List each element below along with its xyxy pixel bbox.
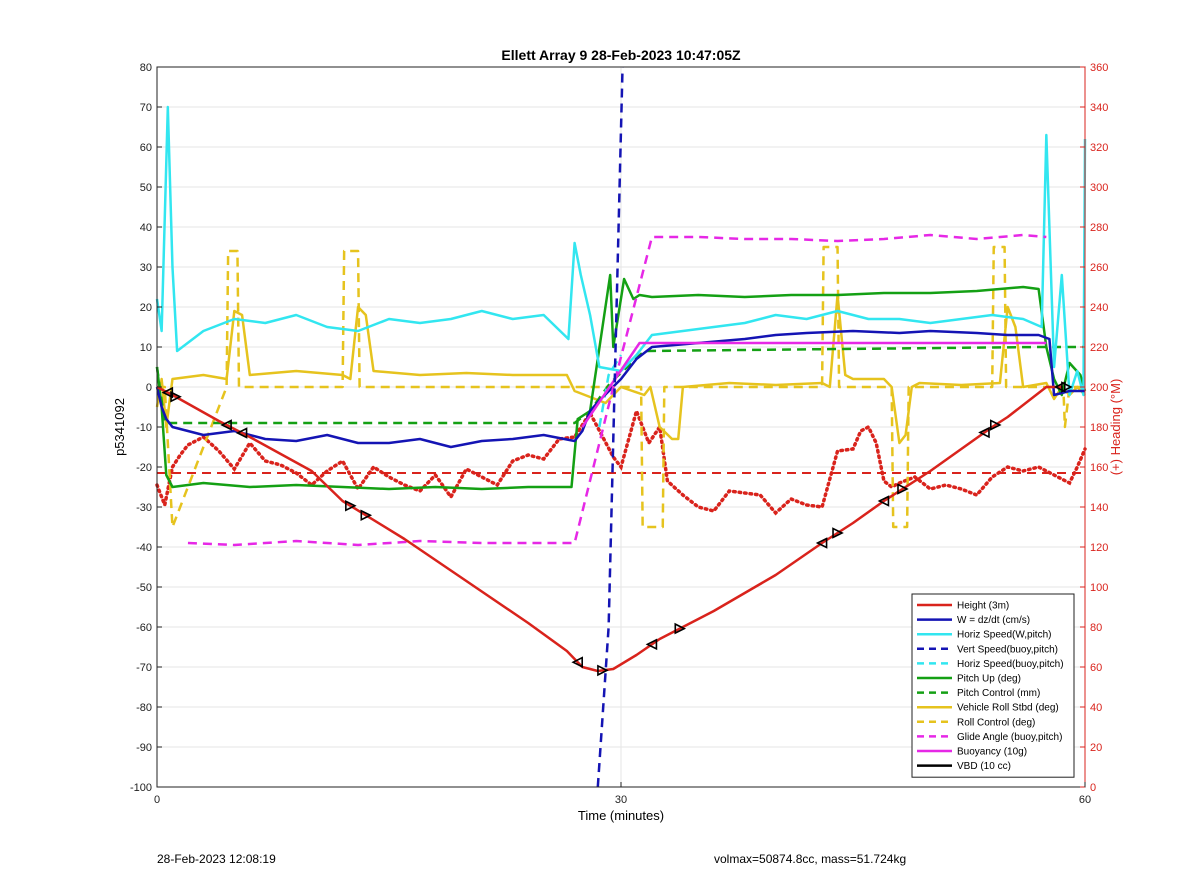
y-right-tick-label: 340 xyxy=(1090,102,1108,114)
series-height-3m xyxy=(156,385,1062,673)
series-vert-speed-buoy-pitch xyxy=(596,66,624,788)
y-right-tick-label: 260 xyxy=(1090,262,1108,274)
legend-label: Vert Speed(buoy,pitch) xyxy=(957,644,1058,655)
legend-label: Buoyancy (10g) xyxy=(957,747,1027,758)
height-marker xyxy=(235,427,248,439)
legend-label: Pitch Control (mm) xyxy=(957,688,1040,699)
y-right-tick-label: 140 xyxy=(1090,502,1108,514)
y-right-tick-label: 200 xyxy=(1090,382,1108,394)
y-left-tick-label: 10 xyxy=(140,342,152,354)
legend-box xyxy=(911,593,1075,778)
y-right-tick-label: 40 xyxy=(1090,702,1102,714)
legend-label: Roll Control (deg) xyxy=(957,717,1035,728)
series-horiz-speed-buoy-pitch xyxy=(598,354,623,428)
y-left-tick-label: -10 xyxy=(136,422,152,434)
y-left-tick-label: -20 xyxy=(136,462,152,474)
height-marker xyxy=(170,390,182,403)
y-left-tick-label: 30 xyxy=(140,262,152,274)
height-marker xyxy=(877,495,890,507)
y-left-tick-label: -70 xyxy=(136,662,152,674)
y-right-tick-label: 320 xyxy=(1090,142,1108,154)
y-left-tick-label: -30 xyxy=(136,502,152,514)
height-marker xyxy=(360,509,373,522)
x-tick-label: 0 xyxy=(154,794,160,806)
series-buoyancy-10g xyxy=(581,341,1047,428)
height-marker xyxy=(989,419,1002,431)
y-left-tick-label: 60 xyxy=(140,142,152,154)
series-pitch-up-deg xyxy=(155,273,1087,491)
y-left-tick-label: -100 xyxy=(130,782,152,794)
legend-label: Horiz Speed(W,pitch) xyxy=(957,630,1051,641)
y-right-tick-label: 60 xyxy=(1090,662,1102,674)
axes-layer: -100-90-80-70-60-50-40-30-20-10010203040… xyxy=(130,62,1108,806)
height-marker xyxy=(897,483,909,495)
y-left-tick-label: -50 xyxy=(136,582,152,594)
series-w-dz-dt-cm-s xyxy=(155,329,1085,449)
legend-label: W = dz/dt (cm/s) xyxy=(957,615,1030,626)
height-marker xyxy=(220,419,232,431)
y-right-tick-label: 220 xyxy=(1090,342,1108,354)
y-right-tick-label: 280 xyxy=(1090,222,1108,234)
y-left-tick-label: 0 xyxy=(146,382,152,394)
legend-label: Vehicle Roll Stbd (deg) xyxy=(957,703,1059,714)
height-marker xyxy=(597,664,609,677)
legend-label: Horiz Speed(buoy,pitch) xyxy=(957,659,1064,670)
series-layer xyxy=(155,66,1087,788)
height-marker xyxy=(1053,381,1066,393)
y-right-tick-label: 120 xyxy=(1090,542,1108,554)
height-marker xyxy=(345,499,357,512)
height-marker xyxy=(571,656,583,668)
x-tick-label: 30 xyxy=(615,794,627,806)
series-glide-angle-buoy-pitch xyxy=(187,233,1047,547)
series-roll-control-deg xyxy=(157,245,1085,529)
x-axis-label: Time (minutes) xyxy=(578,808,664,823)
y-left-tick-label: 80 xyxy=(140,62,152,74)
height-marker xyxy=(645,638,658,651)
y-left-tick-label: -90 xyxy=(136,742,152,754)
x-tick-label: 60 xyxy=(1079,794,1091,806)
y-right-tick-label: 80 xyxy=(1090,622,1102,634)
y-left-tick-label: 20 xyxy=(140,302,152,314)
footer-timestamp: 28-Feb-2023 12:08:19 xyxy=(157,852,276,866)
legend: Height (3m) W = dz/dt (cm/s) Horiz Speed(W… xyxy=(911,593,1075,778)
chart-title: Ellett Array 9 28-Feb-2023 10:47:05Z xyxy=(501,47,741,63)
y-axis-right-label: (+) Heading (°M) xyxy=(1108,379,1123,476)
y-left-tick-label: -60 xyxy=(136,622,152,634)
y-right-tick-label: 160 xyxy=(1090,462,1108,474)
legend-label: Height (3m) xyxy=(957,601,1009,612)
y-left-tick-label: 70 xyxy=(140,102,152,114)
footer-volmax-mass: volmax=50874.8cc, mass=51.724kg xyxy=(714,852,907,866)
y-right-tick-label: 0 xyxy=(1090,782,1096,794)
y-axis-left-label: p5341092 xyxy=(112,398,127,456)
height-marker xyxy=(674,622,687,635)
y-left-tick-label: 50 xyxy=(140,182,152,194)
height-marker xyxy=(978,426,990,439)
y-right-tick-label: 360 xyxy=(1090,62,1108,74)
y-left-tick-label: -40 xyxy=(136,542,152,554)
y-right-tick-label: 100 xyxy=(1090,582,1108,594)
y-right-tick-label: 300 xyxy=(1090,182,1108,194)
y-left-tick-label: -80 xyxy=(136,702,152,714)
y-right-tick-label: 240 xyxy=(1090,302,1108,314)
height-marker xyxy=(815,537,828,549)
series-vehicle-roll-stbd-deg xyxy=(155,293,1086,445)
legend-label: Glide Angle (buoy,pitch) xyxy=(957,732,1062,743)
y-right-tick-label: 20 xyxy=(1090,742,1102,754)
y-left-tick-label: 40 xyxy=(140,222,152,234)
legend-label: VBD (10 cc) xyxy=(957,761,1011,772)
height-marker xyxy=(1061,381,1073,393)
y-right-tick-label: 180 xyxy=(1090,422,1108,434)
legend-label: Pitch Up (deg) xyxy=(957,674,1021,685)
height-marker xyxy=(832,527,844,539)
